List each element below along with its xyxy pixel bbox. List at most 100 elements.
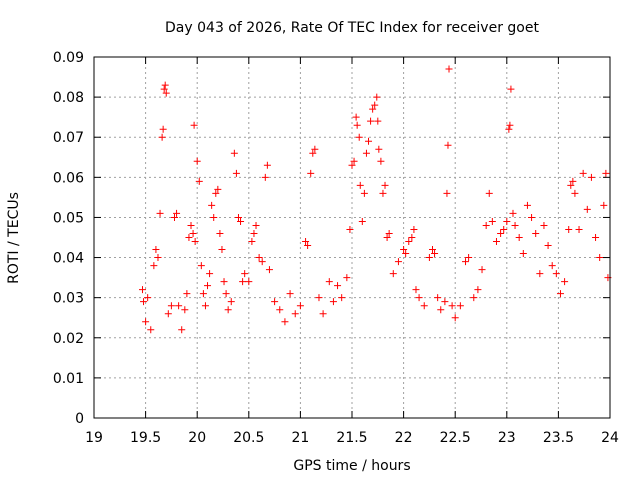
data-point (408, 234, 416, 241)
data-point (175, 302, 183, 310)
data-point (195, 177, 203, 185)
data-point (348, 161, 356, 169)
data-point (383, 234, 391, 241)
data-point (474, 286, 482, 294)
x-tick-label: 19 (85, 430, 103, 446)
data-point (567, 181, 575, 189)
data-point (532, 229, 540, 237)
data-point (561, 278, 569, 286)
data-point (159, 125, 167, 133)
data-point (230, 149, 238, 157)
data-point (434, 294, 442, 302)
data-point (210, 213, 218, 221)
data-point (402, 250, 410, 258)
data-point (350, 157, 358, 165)
data-point (400, 246, 408, 254)
data-point (144, 294, 152, 302)
data-point (248, 238, 256, 246)
data-point (271, 298, 279, 306)
data-point (536, 270, 544, 278)
data-point (346, 225, 354, 233)
data-point (265, 266, 273, 274)
data-point (444, 141, 452, 149)
data-point (170, 213, 178, 221)
data-point (218, 246, 226, 254)
y-tick-label: 0.05 (53, 210, 84, 226)
data-point (456, 302, 464, 310)
data-point (162, 89, 170, 97)
data-point (315, 294, 323, 302)
data-point (373, 93, 381, 101)
data-point (304, 242, 312, 250)
data-point (167, 302, 175, 310)
data-point (150, 262, 158, 270)
x-tick-label: 20.5 (233, 430, 264, 446)
data-point (291, 310, 299, 318)
data-point (189, 229, 197, 237)
x-tick-label: 23.5 (543, 430, 574, 446)
data-point (425, 254, 433, 262)
data-point (565, 225, 573, 233)
data-point (232, 169, 240, 177)
data-point (329, 298, 337, 306)
data-point (451, 314, 459, 322)
data-point (241, 270, 249, 278)
data-point (263, 161, 271, 169)
data-point (592, 234, 600, 241)
data-point (445, 65, 453, 73)
data-point (470, 294, 478, 302)
data-point (548, 262, 556, 270)
data-point (441, 298, 449, 306)
data-point (394, 258, 402, 266)
data-point (415, 294, 423, 302)
data-point (437, 306, 445, 314)
data-point (519, 250, 527, 258)
data-point (276, 306, 284, 314)
y-tick-label: 0.08 (53, 90, 84, 106)
data-point (158, 133, 166, 141)
data-point (343, 274, 351, 282)
data-point (482, 221, 490, 229)
grid-lines (94, 57, 610, 418)
data-point (353, 121, 361, 129)
data-point (204, 282, 212, 290)
data-point (309, 149, 317, 157)
data-point (544, 242, 552, 250)
data-point (220, 278, 228, 286)
data-point (234, 213, 242, 221)
data-point (178, 326, 186, 334)
y-tick-label: 0.07 (53, 130, 84, 146)
x-tick-label: 22.5 (440, 430, 471, 446)
data-point (252, 221, 260, 229)
data-point (161, 81, 169, 89)
data-point (375, 145, 383, 153)
data-point (389, 270, 397, 278)
y-tick-label: 0.04 (53, 251, 84, 267)
data-point (325, 278, 333, 286)
data-point (575, 225, 583, 233)
data-point (374, 117, 382, 125)
x-tick-label: 24 (601, 430, 619, 446)
data-point (199, 290, 207, 298)
data-point (160, 85, 168, 93)
data-point (197, 262, 205, 270)
data-point (556, 290, 564, 298)
data-point (371, 101, 379, 109)
data-point (201, 302, 209, 310)
data-point (245, 278, 253, 286)
x-tick-label: 23 (498, 430, 516, 446)
data-point (258, 258, 266, 266)
data-point (237, 217, 245, 225)
data-point (412, 286, 420, 294)
data-point (147, 326, 155, 334)
data-point (587, 173, 595, 181)
data-point (465, 254, 473, 262)
data-point (140, 298, 148, 306)
data-point (571, 189, 579, 197)
x-tick-label: 20 (188, 430, 206, 446)
data-point (164, 310, 172, 318)
x-tick-label: 19.5 (130, 430, 161, 446)
data-point (187, 221, 195, 229)
data-point (515, 234, 523, 241)
